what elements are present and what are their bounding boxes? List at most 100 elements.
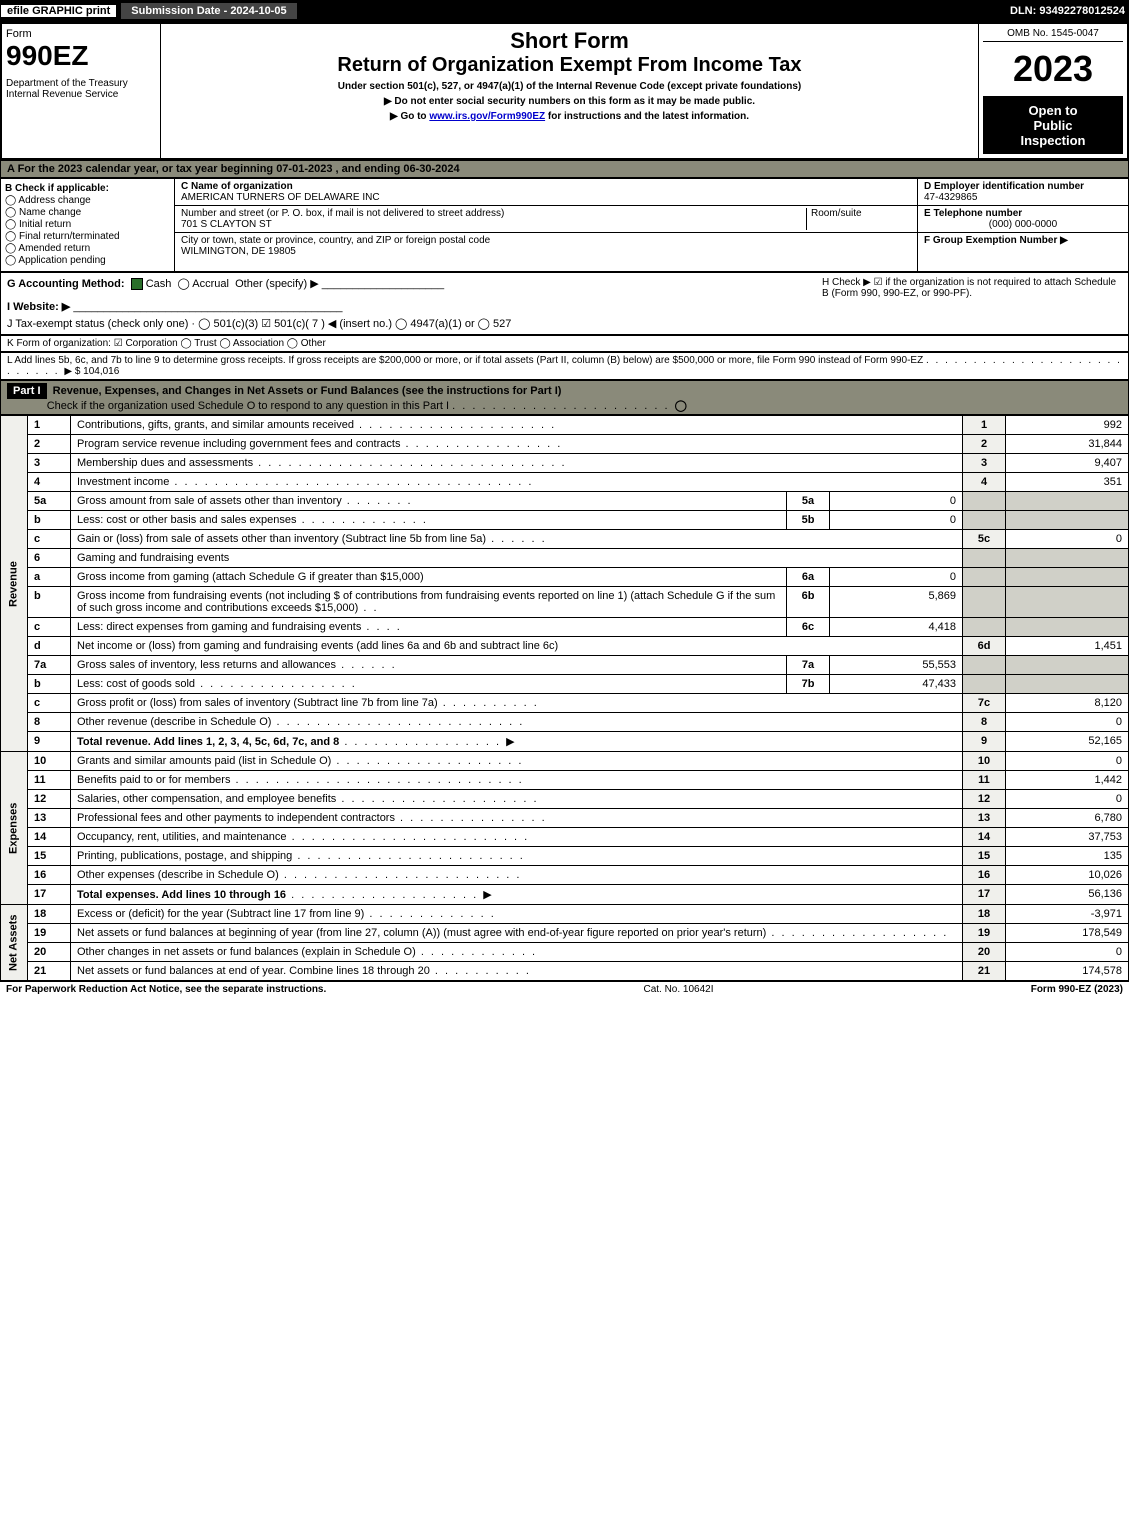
row-num: 21 <box>28 962 71 981</box>
row-lineno: 18 <box>963 905 1006 924</box>
other-label: Other (specify) ▶ <box>235 278 319 290</box>
part1-label: Part I <box>7 383 47 399</box>
row-amount: 10,026 <box>1006 866 1129 885</box>
row-num: 18 <box>28 905 71 924</box>
efile-print-link[interactable]: efile GRAPHIC print <box>0 4 117 18</box>
row-text: Benefits paid to or for members <box>77 774 230 786</box>
street: 701 S CLAYTON ST <box>181 219 272 230</box>
sub-lineno: 5b <box>787 511 830 530</box>
netassets-vlabel: Net Assets <box>1 905 28 981</box>
shade-cell <box>1006 656 1129 675</box>
row-num: a <box>28 568 71 587</box>
shade-cell <box>963 511 1006 530</box>
org-name: AMERICAN TURNERS OF DELAWARE INC <box>181 192 380 203</box>
shade-cell <box>963 675 1006 694</box>
row-text: Occupancy, rent, utilities, and maintena… <box>77 831 287 843</box>
row-num: 9 <box>28 732 71 752</box>
c-name-label: C Name of organization <box>181 181 293 192</box>
row-text: Contributions, gifts, grants, and simila… <box>77 419 354 431</box>
row-amount: 351 <box>1006 473 1129 492</box>
row-amount: 174,578 <box>1006 962 1129 981</box>
row-lineno: 17 <box>963 885 1006 905</box>
cb-label: Application pending <box>18 255 105 266</box>
irs-link[interactable]: www.irs.gov/Form990EZ <box>429 111 545 122</box>
row-amount: 52,165 <box>1006 732 1129 752</box>
form-label: Form <box>6 28 156 40</box>
row-text: Membership dues and assessments <box>77 457 253 469</box>
row-text: Gross amount from sale of assets other t… <box>77 495 342 507</box>
row-num: 5a <box>28 492 71 511</box>
row-lineno: 7c <box>963 694 1006 713</box>
cb-label: Final return/terminated <box>19 231 120 242</box>
row-num: c <box>28 618 71 637</box>
row-text: Less: direct expenses from gaming and fu… <box>77 621 361 633</box>
l-amount: ▶ $ 104,016 <box>64 366 119 377</box>
row-num: 10 <box>28 752 71 771</box>
f-label: F Group Exemption Number ▶ <box>924 235 1068 246</box>
row-text: Gain or (loss) from sale of assets other… <box>77 533 486 545</box>
under-section: Under section 501(c), 527, or 4947(a)(1)… <box>165 81 974 92</box>
cb-cash[interactable] <box>131 278 143 290</box>
row-num: c <box>28 530 71 549</box>
row-num: b <box>28 511 71 530</box>
row-text: Printing, publications, postage, and shi… <box>77 850 292 862</box>
row-amount: 0 <box>1006 713 1129 732</box>
row-amount: 0 <box>1006 530 1129 549</box>
row-amount: 0 <box>1006 790 1129 809</box>
shade-cell <box>963 587 1006 618</box>
row-text: Less: cost or other basis and sales expe… <box>77 514 297 526</box>
cb-amended-return[interactable]: ◯ Amended return <box>5 243 170 254</box>
part1-check-text: Check if the organization used Schedule … <box>47 400 449 412</box>
top-bar: efile GRAPHIC print Submission Date - 20… <box>0 0 1129 22</box>
cb-name-change[interactable]: ◯ Name change <box>5 207 170 218</box>
open-public-badge: Open to Public Inspection <box>983 97 1123 154</box>
row-lineno: 2 <box>963 435 1006 454</box>
row-lineno: 5c <box>963 530 1006 549</box>
row-lineno: 3 <box>963 454 1006 473</box>
revenue-vlabel: Revenue <box>1 416 28 752</box>
row-lineno: 21 <box>963 962 1006 981</box>
row-lineno: 19 <box>963 924 1006 943</box>
footer-mid: Cat. No. 10642I <box>643 984 713 995</box>
row-lineno: 4 <box>963 473 1006 492</box>
row-text: Salaries, other compensation, and employ… <box>77 793 336 805</box>
row-num: 11 <box>28 771 71 790</box>
row-amount: 8,120 <box>1006 694 1129 713</box>
sub-amount: 0 <box>830 511 963 530</box>
cb-label: Amended return <box>18 243 90 254</box>
row-lineno: 1 <box>963 416 1006 435</box>
row-text: Other revenue (describe in Schedule O) <box>77 716 271 728</box>
cb-label: Name change <box>19 207 81 218</box>
goto-line: ▶ Go to www.irs.gov/Form990EZ for instru… <box>165 111 974 122</box>
cb-application-pending[interactable]: ◯ Application pending <box>5 255 170 266</box>
section-bcdef: B Check if applicable: ◯ Address change … <box>0 178 1129 272</box>
row-lineno: 11 <box>963 771 1006 790</box>
return-title: Return of Organization Exempt From Incom… <box>165 54 974 77</box>
open-line2: Public <box>987 118 1119 133</box>
row-num: 3 <box>28 454 71 473</box>
cb-address-change[interactable]: ◯ Address change <box>5 195 170 206</box>
line-h: H Check ▶ ☑ if the organization is not r… <box>822 277 1122 330</box>
row-lineno: 6d <box>963 637 1006 656</box>
shade-cell <box>963 549 1006 568</box>
row-amount: 992 <box>1006 416 1129 435</box>
dln: DLN: 93492278012524 <box>1010 5 1129 17</box>
row-lineno: 20 <box>963 943 1006 962</box>
line-j: J Tax-exempt status (check only one) · ◯… <box>7 317 822 330</box>
section-a: A For the 2023 calendar year, or tax yea… <box>0 160 1129 178</box>
phone: (000) 000-0000 <box>924 219 1122 230</box>
row-num: 15 <box>28 847 71 866</box>
open-line3: Inspection <box>987 133 1119 148</box>
shade-cell <box>1006 568 1129 587</box>
line-g: G Accounting Method: Cash ◯ Accrual Othe… <box>7 277 822 290</box>
cb-final-return[interactable]: ◯ Final return/terminated <box>5 231 170 242</box>
sub-lineno: 7a <box>787 656 830 675</box>
short-form-title: Short Form <box>165 28 974 54</box>
cb-initial-return[interactable]: ◯ Initial return <box>5 219 170 230</box>
d-label: D Employer identification number <box>924 181 1084 192</box>
room-label: Room/suite <box>811 208 862 219</box>
footer-left: For Paperwork Reduction Act Notice, see … <box>6 984 326 995</box>
row-num: 8 <box>28 713 71 732</box>
part1-check[interactable]: ◯ <box>675 400 687 412</box>
row-lineno: 13 <box>963 809 1006 828</box>
